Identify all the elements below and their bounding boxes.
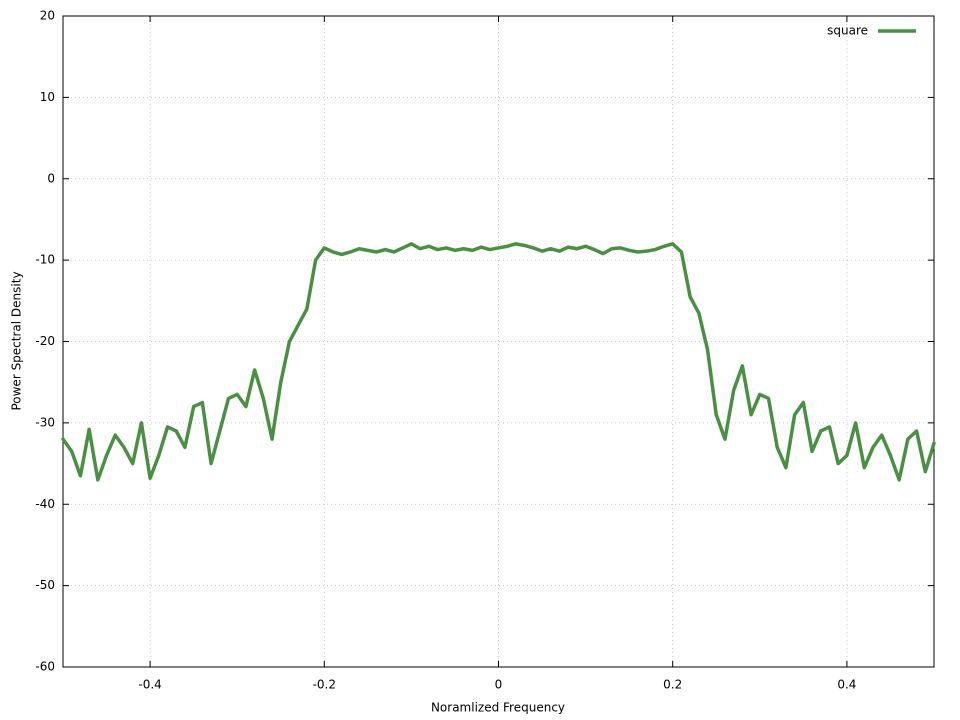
y-tick-label: 0 <box>47 171 55 185</box>
legend-label: square <box>827 24 868 38</box>
y-tick-label: 20 <box>40 9 55 23</box>
y-tick-label: 10 <box>40 90 55 104</box>
x-tick-label: 0.2 <box>663 678 682 692</box>
y-tick-label: -60 <box>35 660 55 674</box>
y-tick-label: -20 <box>35 334 55 348</box>
plot-frame <box>62 15 935 668</box>
x-tick-label: -0.2 <box>313 678 336 692</box>
y-tick-label: -10 <box>35 253 55 267</box>
y-tick-label: -40 <box>35 497 55 511</box>
x-tick-label: -0.4 <box>138 678 161 692</box>
x-axis-label: Noramlized Frequency <box>431 701 565 715</box>
x-tick-label: 0 <box>495 678 503 692</box>
y-tick-label: -50 <box>35 578 55 592</box>
line-series <box>61 242 936 482</box>
y-tick-label: -30 <box>35 415 55 429</box>
y-axis-label: Power Spectral Density <box>10 271 24 410</box>
x-tick-label: 0.4 <box>837 678 856 692</box>
